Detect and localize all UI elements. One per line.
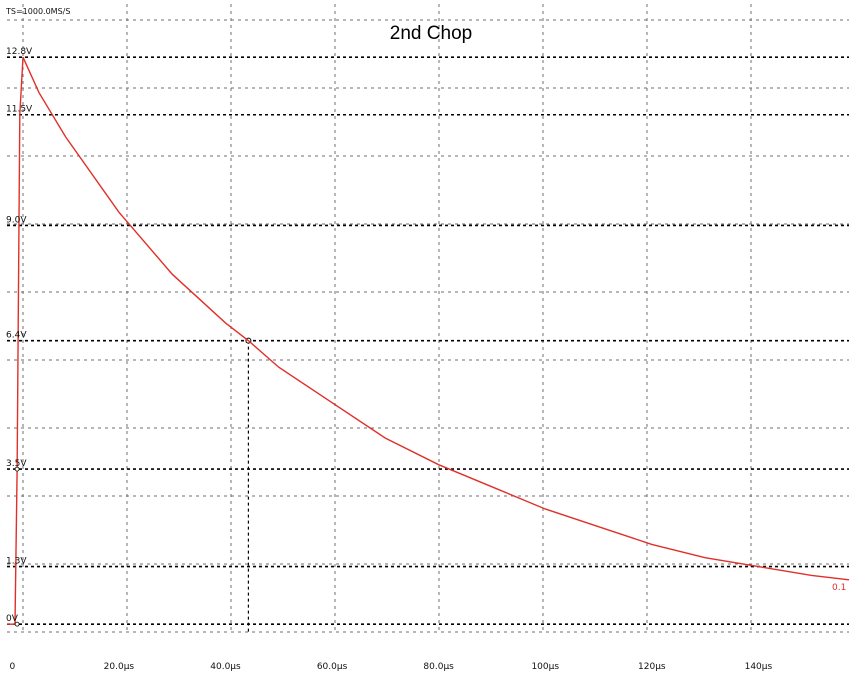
x-tick-label: 0	[9, 662, 15, 672]
y-tick-label: 1.3V	[6, 557, 27, 567]
sample-rate-label: TS=1000.0MS/S	[5, 7, 70, 16]
y-tick-labels: 0V 1.3V 3.5V 6.4V 9.0V 11.5V 12.8V	[6, 47, 33, 624]
y-tick-label: 0V	[6, 614, 19, 624]
y-tick-label: 11.5V	[6, 105, 33, 115]
edge-point	[14, 466, 20, 472]
voltage-level-lines	[7, 56, 849, 625]
y-tick-label: 6.4V	[6, 331, 27, 341]
edge-point	[14, 621, 20, 627]
waveform-trace	[7, 56, 850, 627]
x-tick-labels: 0 20.0μs 40.0μs 60.0μs 80.0μs 100μs 120μs 140μs	[9, 662, 772, 672]
y-tick-label: 3.5V	[6, 459, 27, 469]
x-tick-label: 100μs	[531, 662, 559, 672]
chart-title: 2nd Chop	[390, 23, 472, 44]
x-tick-label: 80.0μs	[423, 662, 454, 672]
x-tick-label: 20.0μs	[104, 662, 135, 672]
minor-grid	[7, 4, 849, 633]
y-tick-label: 9.0V	[6, 215, 27, 225]
x-tick-label: 120μs	[638, 662, 666, 672]
series-line	[7, 56, 850, 625]
x-tick-label: 60.0μs	[317, 662, 348, 672]
y-tick-label: 12.8V	[6, 47, 33, 57]
x-tick-label: 140μs	[745, 662, 773, 672]
trace-end-label: 0.1	[832, 583, 846, 593]
x-tick-label: 40.0μs	[210, 662, 241, 672]
